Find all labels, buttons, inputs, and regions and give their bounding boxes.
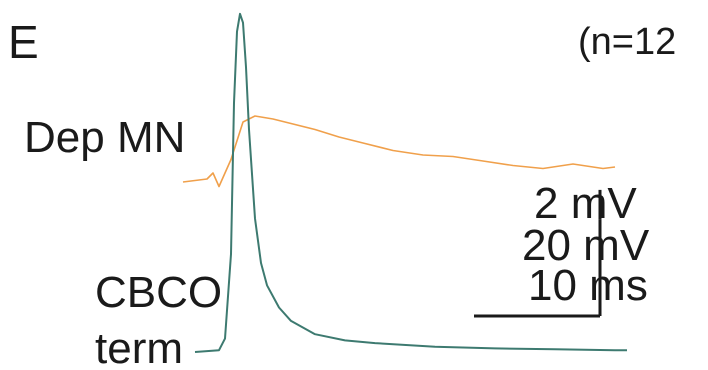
corner-text: (n=12 [578,21,676,63]
scale-label-2mv: 2 mV [534,179,637,228]
trace-dep-mn [182,115,616,188]
scale-label-20mv: 20 mV [522,221,650,270]
series-label-dep-mn: Dep MN [24,113,185,162]
series-label-cbco-term: CBCO term [95,268,234,370]
scale-label-10ms: 10 ms [528,261,648,310]
panel-label: E [8,16,39,68]
trace-cbco-term [194,12,627,353]
